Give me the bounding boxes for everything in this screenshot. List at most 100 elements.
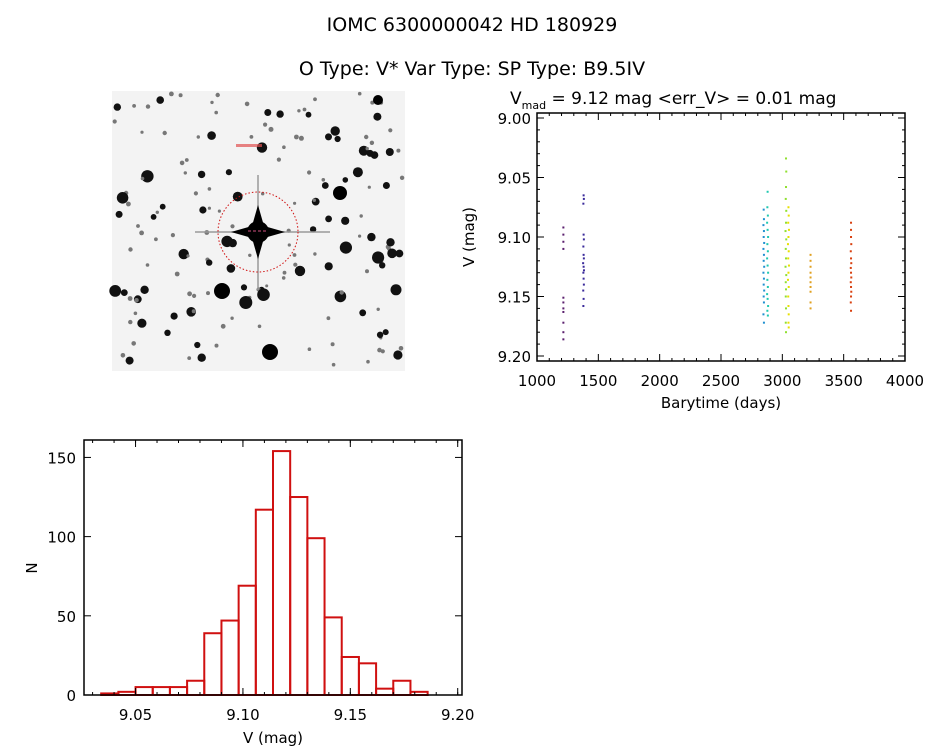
histogram-bar [254,508,274,697]
data-point [582,194,585,197]
data-point [767,236,770,238]
x-tick-label: 3500 [825,372,863,390]
data-point [762,230,765,233]
data-point [850,262,853,265]
data-point [786,278,789,281]
data-point [809,265,812,268]
data-point [582,265,585,268]
data-point [766,257,769,260]
data-point [582,202,585,205]
x-tick-label: 9.10 [226,706,259,724]
histogram-bar [306,537,326,696]
histogram-bar [375,687,395,697]
x-tick-label: 9.15 [334,706,367,724]
data-point [785,221,788,224]
data-point [785,307,788,310]
data-point [582,245,585,248]
data-point [582,253,585,256]
histogram-bar [203,632,223,696]
data-point [849,266,852,269]
data-point [850,236,853,238]
y-tick-label: 0 [66,687,76,705]
data-point [767,305,770,308]
data-point [562,233,565,236]
data-point [785,238,788,241]
histogram-bar [151,686,171,697]
data-point [787,228,790,231]
data-point [762,236,765,238]
data-point [787,271,790,274]
data-point [787,250,790,253]
data-point [787,313,790,316]
data-point [562,310,565,313]
data-point [562,321,565,324]
x-axis-label: Barytime (days) [661,394,781,412]
data-point [766,293,769,296]
histogram-bar [357,662,378,697]
x-axis-label: V (mag) [243,729,303,747]
data-point [785,274,788,277]
data-point [785,157,788,160]
data-point [562,307,565,310]
histogram-bar [220,619,240,697]
data-point [766,214,769,217]
data-point [785,170,788,173]
data-point [787,321,790,324]
data-point [562,247,565,250]
title-rest: = 9.12 mag <err_V> = 0.01 mag [546,89,836,109]
data-point [766,309,769,312]
data-point [787,264,790,267]
data-point [809,285,812,288]
data-point [850,276,853,279]
data-point [762,301,765,304]
data-point [850,221,853,224]
data-point [762,277,765,280]
histogram-bar [392,679,412,697]
data-point [562,301,565,304]
data-point [809,271,812,274]
data-point [809,290,812,293]
y-tick-label: 9.00 [498,110,531,128]
data-point [850,243,853,246]
data-point [582,257,585,260]
data-point [766,278,769,281]
data-point [562,331,565,334]
data-point [766,264,769,267]
data-point [582,271,585,274]
y-tick-label: 9.05 [498,170,531,188]
data-point [582,283,585,286]
x-tick-label: 2500 [702,372,740,390]
y-tick-label: 50 [57,608,76,626]
data-point [762,259,765,262]
data-point [763,241,766,244]
data-point [762,253,765,256]
data-point [766,190,769,193]
y-tick-label: 100 [47,529,76,547]
data-point [849,250,852,253]
data-point [809,259,812,262]
chart-title: Vmad = 9.12 mag <err_V> = 0.01 mag [510,89,836,112]
data-point [850,309,853,312]
histogram-bar [323,616,343,696]
data-point [582,305,585,308]
data-point [784,321,787,324]
data-point [785,331,788,334]
data-point [784,265,787,268]
data-point [809,301,812,304]
data-point [785,288,788,291]
x-tick-label: 2000 [641,372,679,390]
x-tick-label: 3000 [763,372,801,390]
y-tick-label: 9.20 [498,348,531,366]
data-point [809,253,812,256]
data-point [562,240,565,243]
data-point [762,321,765,324]
data-point [767,271,770,274]
data-point [784,197,787,200]
data-point [787,206,790,209]
data-point [850,271,853,274]
data-point [766,206,769,209]
data-point [766,285,769,288]
data-point [766,297,769,300]
